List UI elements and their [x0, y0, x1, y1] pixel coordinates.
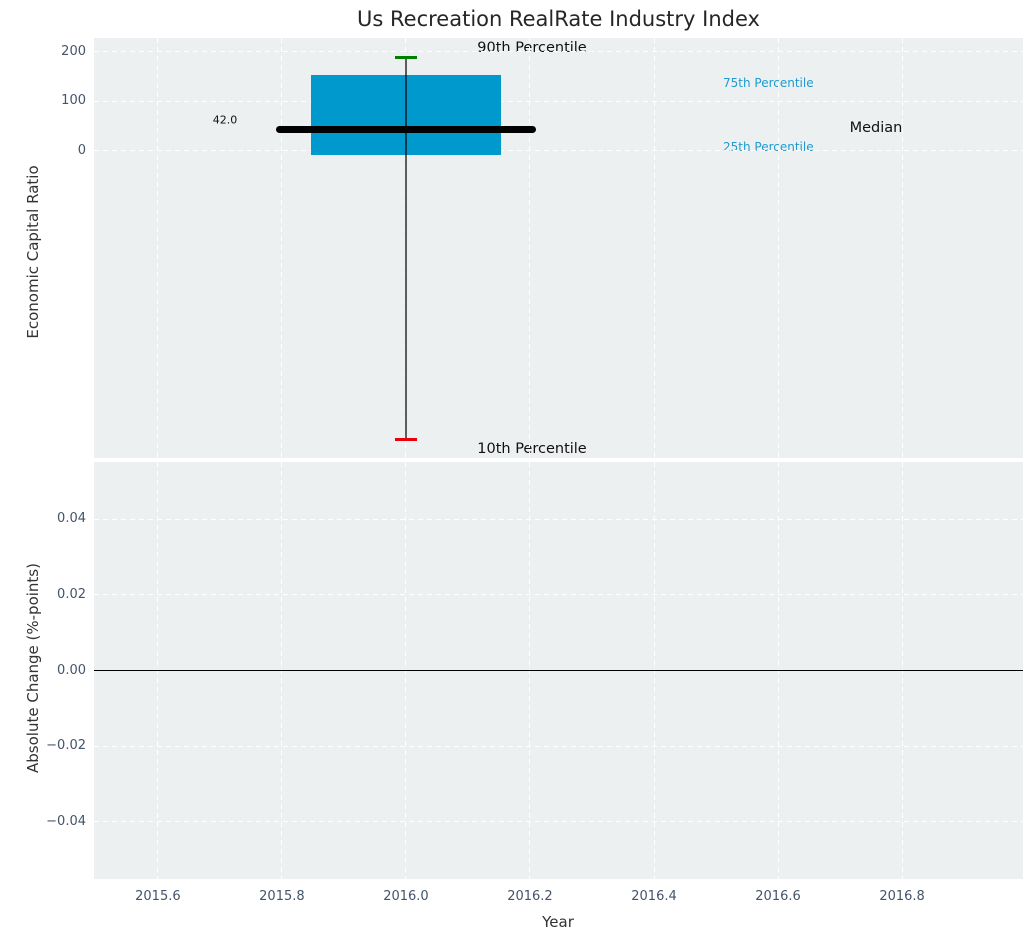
- x-tick-label: 2016.2: [507, 889, 553, 904]
- gridline-horizontal: [94, 594, 1023, 596]
- y-tick-label-top: 100: [61, 93, 86, 109]
- box-median-line: [275, 126, 536, 134]
- y-tick-label-bottom: 0.04: [57, 511, 86, 527]
- y-tick-label-bottom: 0.00: [57, 662, 86, 678]
- box-whisker: [405, 57, 407, 440]
- gridline-horizontal: [94, 518, 1023, 520]
- chart-title: Us Recreation RealRate Industry Index: [357, 7, 760, 31]
- annotation-median-value: 42.0: [212, 113, 238, 127]
- y-tick-label-bottom: 0.02: [57, 586, 86, 602]
- gridline-horizontal: [94, 150, 1023, 152]
- annotation-10th-percentile: 10th Percentile: [477, 441, 587, 457]
- x-tick-label: 2016.8: [879, 889, 925, 904]
- y-tick-label-bottom: −0.04: [46, 813, 86, 829]
- gridline-vertical: [157, 38, 159, 458]
- x-tick-label: 2016.0: [383, 889, 429, 904]
- gridline-horizontal: [94, 51, 1023, 53]
- gridline-vertical: [777, 38, 779, 458]
- whisker-cap-10th: [394, 437, 417, 441]
- gridline-vertical: [653, 38, 655, 458]
- y-tick-label-bottom: −0.02: [46, 738, 86, 754]
- x-tick-label: 2016.4: [631, 889, 677, 904]
- annotation-25th-percentile: 25th Percentile: [723, 140, 814, 154]
- x-axis-label: Year: [542, 913, 574, 931]
- x-tick-label: 2016.6: [755, 889, 801, 904]
- y-tick-label-top: 0: [77, 142, 86, 158]
- whisker-cap-90th: [394, 55, 417, 59]
- annotation-75th-percentile: 75th Percentile: [723, 76, 814, 90]
- gridline-horizontal: [94, 821, 1023, 823]
- top-y-axis-label: Economic Capital Ratio: [24, 165, 42, 339]
- gridline-horizontal: [94, 745, 1023, 747]
- x-tick-label: 2015.8: [259, 889, 305, 904]
- gridline-vertical: [529, 38, 531, 458]
- gridline-vertical: [281, 38, 283, 458]
- zero-baseline: [94, 669, 1023, 672]
- annotation-median: Median: [849, 120, 903, 136]
- x-tick-label: 2015.6: [135, 889, 181, 904]
- top-plot-area: [94, 38, 1023, 458]
- annotation-90th-percentile: 90th Percentile: [477, 40, 587, 56]
- gridline-horizontal: [94, 100, 1023, 102]
- gridline-vertical: [901, 38, 903, 458]
- y-tick-label-top: 200: [61, 43, 86, 59]
